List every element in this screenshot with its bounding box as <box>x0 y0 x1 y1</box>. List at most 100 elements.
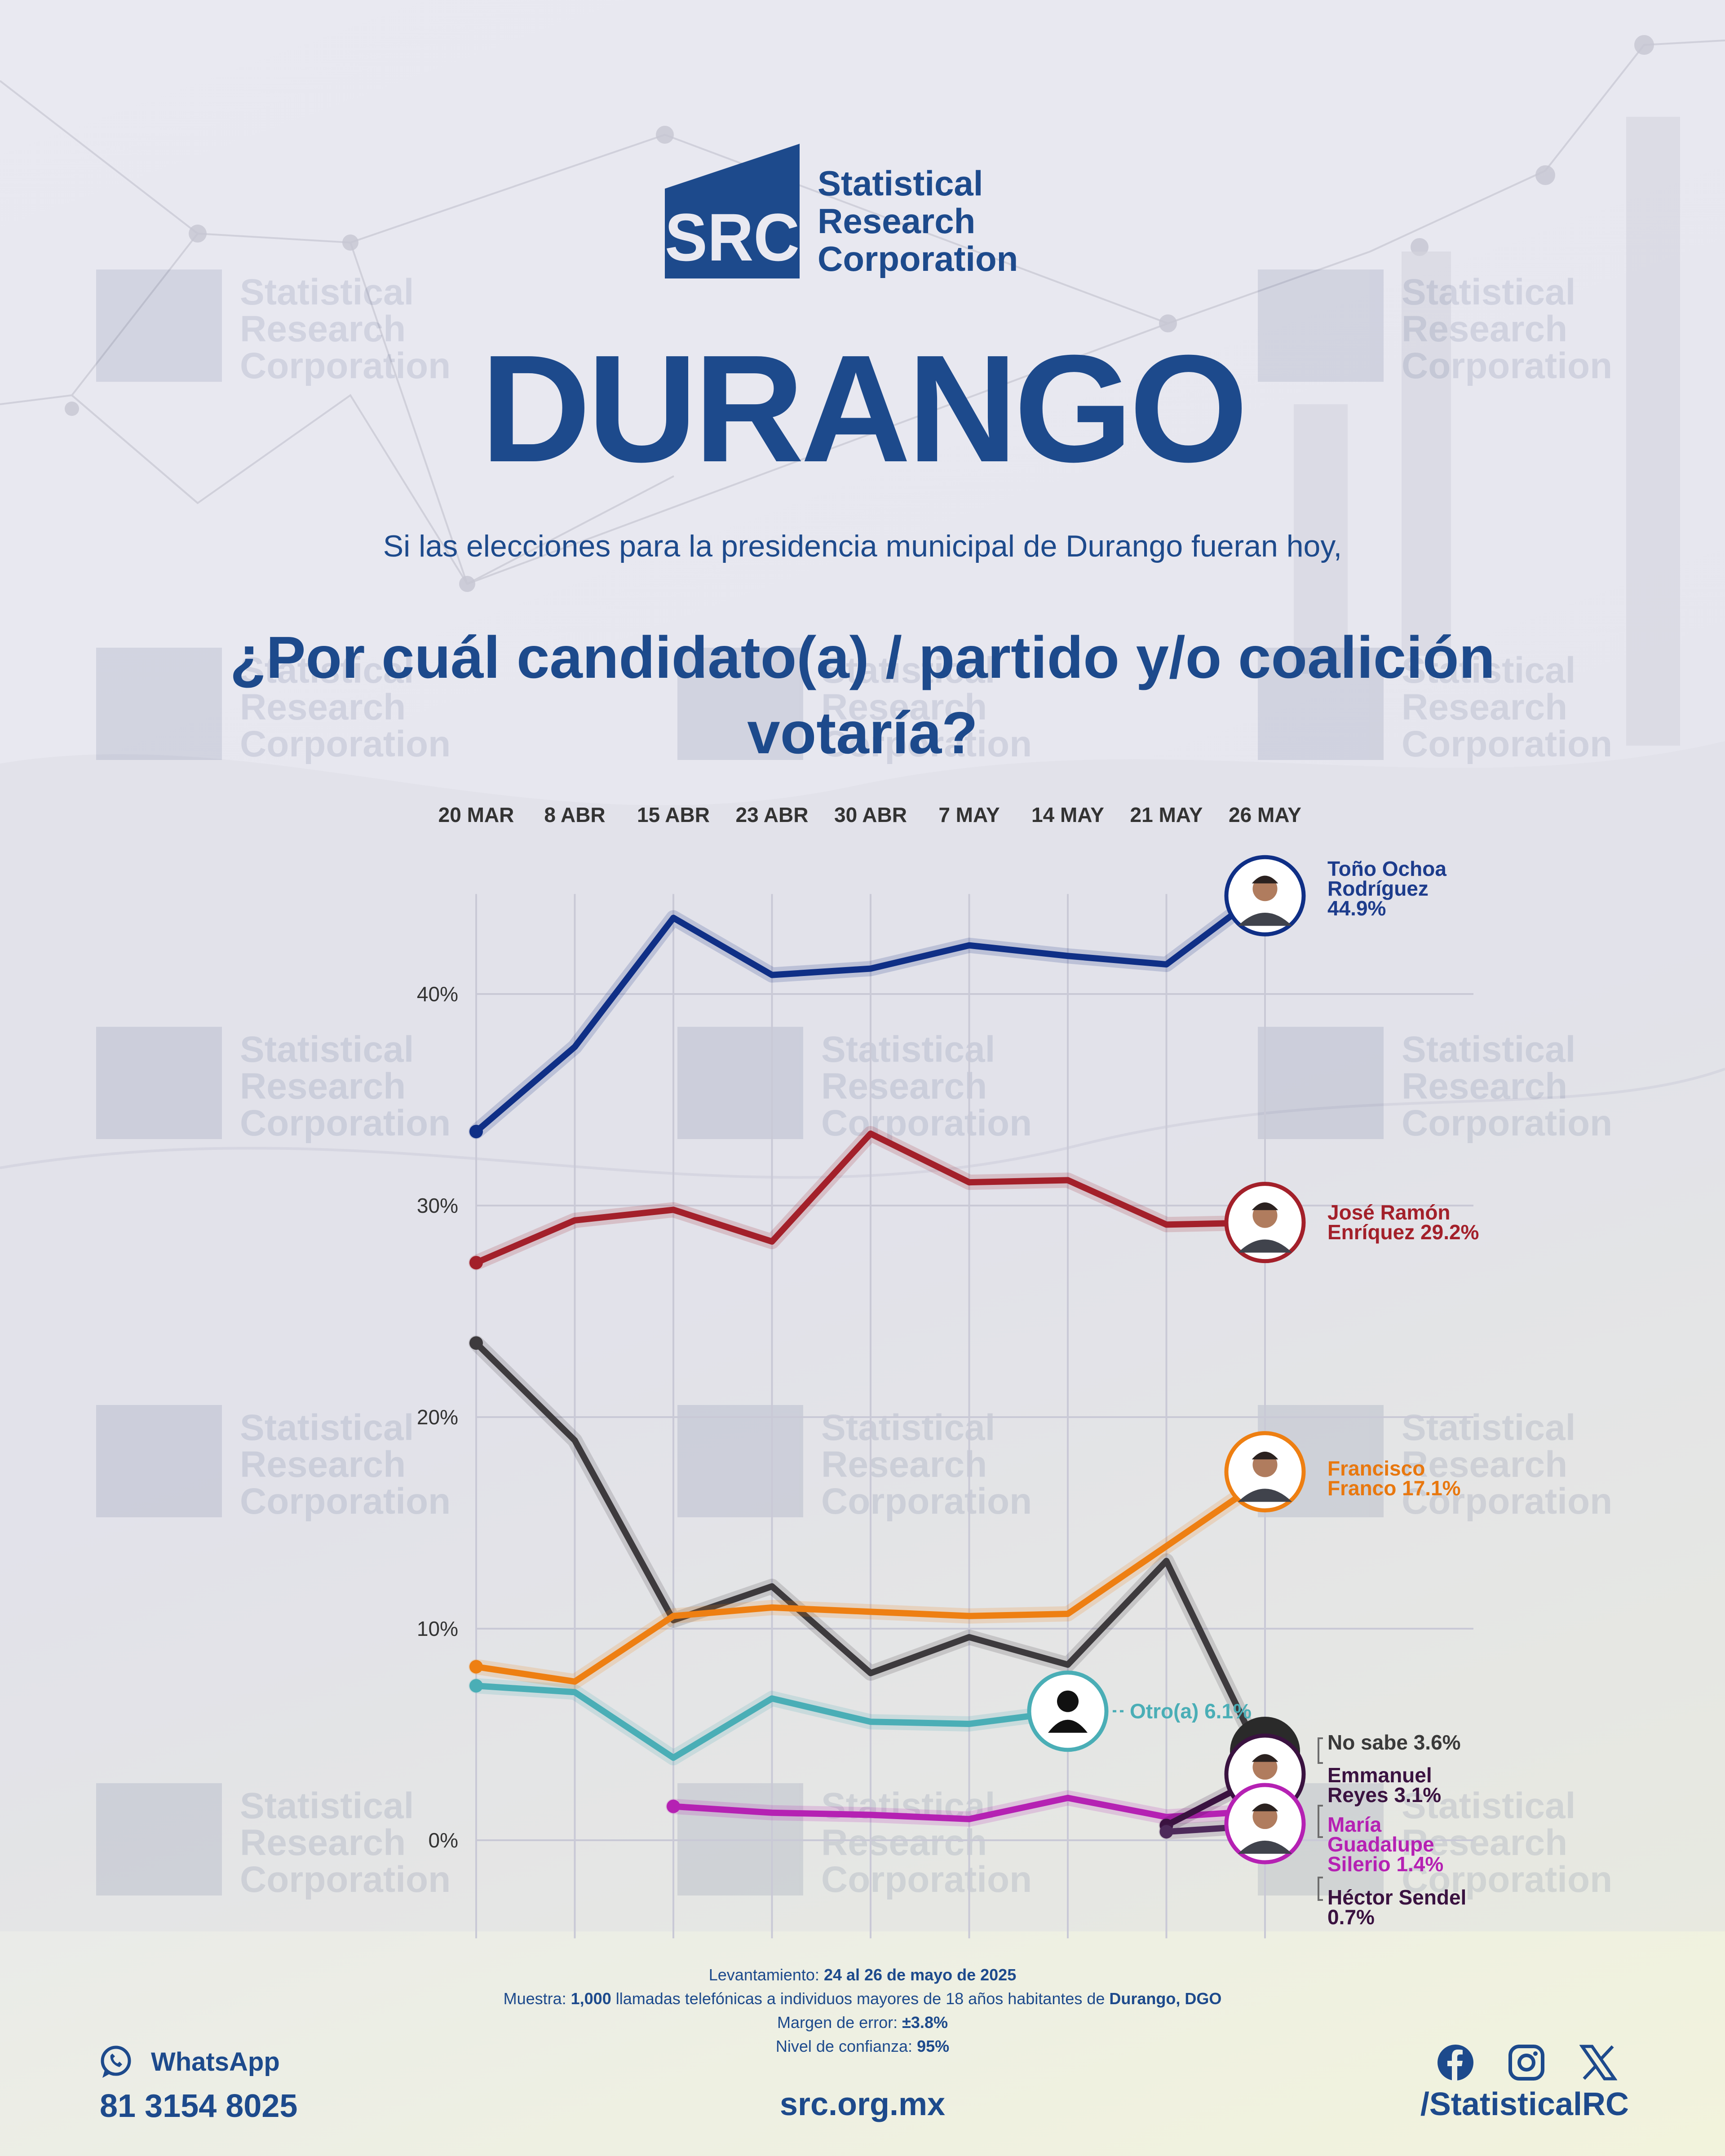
series-line <box>473 1340 1268 1767</box>
avatar-hair <box>1252 1202 1278 1211</box>
series-end-label: 0.7% <box>1327 1905 1375 1929</box>
series-line <box>473 887 1268 1135</box>
series-end-label: Guadalupe <box>1327 1833 1434 1856</box>
watermark-logo-icon <box>96 270 222 382</box>
watermark-tile: Statistical Research Corporation <box>96 634 464 769</box>
avatar-hair <box>1252 875 1278 884</box>
watermark-text: Statistical Research Corporation <box>1402 272 1613 386</box>
brand-name: Statistical Research Corporation <box>818 163 1018 278</box>
methodology-notes: Levantamiento: 24 al 26 de mayo de 2025 … <box>0 1963 1725 2058</box>
watermark-logo-icon <box>96 1027 222 1139</box>
website-link[interactable]: src.org.mx <box>779 2086 946 2122</box>
series-start-point <box>469 1660 483 1674</box>
watermark-text: Statistical Research Corporation <box>1402 1785 1613 1900</box>
candidate-avatar-icon <box>1224 1783 1306 1864</box>
watermark-tile: Statistical Research Corporation <box>1258 1770 1626 1904</box>
series-start-point <box>667 1799 680 1813</box>
x-tick-label: 14 MAY <box>1031 803 1104 826</box>
logo-mark-text: SRC <box>665 199 800 275</box>
series-line <box>670 1794 1268 1822</box>
person-icon <box>1027 1670 1109 1752</box>
series-start-point <box>1159 1825 1173 1839</box>
avatar-shoulders <box>1238 1239 1292 1253</box>
whatsapp-icon <box>101 2046 131 2078</box>
avatar-hair <box>1252 1451 1278 1460</box>
watermark-logo-icon <box>677 1027 803 1139</box>
series-start-point <box>469 1125 483 1139</box>
y-tick-label: 30% <box>417 1194 458 1217</box>
watermark-logo-icon <box>1258 270 1384 382</box>
x-icon[interactable] <box>1579 2044 1617 2081</box>
field-dates: Levantamiento: 24 al 26 de mayo de 2025 <box>708 1966 1017 1984</box>
series-line <box>473 1683 1071 1761</box>
label-bracket <box>1318 1737 1323 1764</box>
series-end-label: Emmanuel <box>1327 1763 1432 1787</box>
series-start-point <box>469 1256 483 1270</box>
watermark-tile: Statistical Research Corporation <box>96 1392 464 1526</box>
candidate-avatar-icon <box>1224 1182 1306 1264</box>
series-end-label: Enríquez 29.2% <box>1327 1220 1479 1244</box>
social-handle[interactable]: /StatisticalRC <box>1420 2086 1629 2122</box>
watermark-logo-icon <box>677 648 803 760</box>
x-tick-label: 30 ABR <box>834 803 907 826</box>
x-tick-label: 20 MAR <box>438 803 514 826</box>
series-end-label: Silerio 1.4% <box>1327 1852 1443 1876</box>
series-end-label: Reyes 3.1% <box>1327 1783 1441 1807</box>
series-end-label: José Ramón <box>1327 1201 1451 1224</box>
watermark-logo-icon <box>677 1405 803 1517</box>
series-start-point <box>469 1679 483 1693</box>
series-line <box>473 1475 1268 1685</box>
series-end-label: Rodríguez <box>1327 877 1429 900</box>
src-logo-icon: SRC <box>665 144 800 278</box>
series-end-label: Otro(a) 6.1% <box>1130 1700 1252 1723</box>
series-end-label: Toño Ochoa <box>1327 857 1446 880</box>
watermark-logo-icon <box>96 648 222 760</box>
watermark-tile: Statistical Research Corporation <box>677 1392 1046 1526</box>
x-tick-label: 21 MAY <box>1130 803 1203 826</box>
watermark-tile: Statistical Research Corporation <box>677 634 1046 769</box>
watermark-text: Statistical Research Corporation <box>821 1785 1032 1900</box>
state-title: DURANGO <box>480 323 1248 494</box>
series-end-label: María <box>1327 1813 1382 1836</box>
candidate-avatar-icon <box>1224 1431 1306 1513</box>
whatsapp-label: WhatsApp <box>151 2047 280 2076</box>
x-tick-label: 15 ABR <box>637 803 710 826</box>
watermark-text: Statistical Research Corporation <box>240 650 451 764</box>
question-title: ¿Por cuál candidato(a) / partido y/o coa… <box>230 624 1495 766</box>
series-end-label: Héctor Sendel <box>1327 1886 1466 1909</box>
x-tick-label: 26 MAY <box>1229 803 1301 826</box>
phone-number[interactable]: 81 3154 8025 <box>100 2088 298 2124</box>
series-end-label: 44.9% <box>1327 897 1386 920</box>
watermark-tile: Statistical Research Corporation <box>96 1013 464 1148</box>
person-head <box>1057 1690 1079 1712</box>
x-tick-label: 7 MAY <box>938 803 1000 826</box>
watermark-tile: Statistical Research Corporation <box>1258 634 1626 769</box>
watermark-tile: Statistical Research Corporation <box>96 256 464 391</box>
person-body <box>1048 1719 1088 1733</box>
y-tick-label: 0% <box>429 1829 458 1852</box>
watermark-logo-icon <box>1258 648 1384 760</box>
instagram-icon[interactable] <box>1508 2044 1545 2081</box>
watermark-text: Statistical Research Corporation <box>1402 1029 1613 1144</box>
avatar-shoulders <box>1238 1489 1292 1502</box>
series-end-label: No sabe 3.6% <box>1327 1731 1461 1754</box>
watermark-text: Statistical Research Corporation <box>1402 650 1613 764</box>
series-line <box>473 1130 1268 1266</box>
series-end-label: Francisco <box>1327 1457 1425 1480</box>
error-margin: Margen de error: ±3.8% <box>777 2013 948 2032</box>
facebook-icon[interactable] <box>1437 2044 1474 2081</box>
label-bracket <box>1318 1877 1323 1901</box>
x-tick-label: 23 ABR <box>736 803 809 826</box>
watermark-tile: Statistical Research Corporation <box>677 1013 1046 1148</box>
candidate-avatar-icon <box>1224 855 1306 937</box>
avatar-hair <box>1252 1754 1278 1762</box>
watermark-text: Statistical Research Corporation <box>1402 1407 1613 1522</box>
watermark-text: Statistical Research Corporation <box>240 1785 451 1900</box>
watermark-tile: Statistical Research Corporation <box>1258 256 1626 391</box>
watermark-logo-icon <box>96 1405 222 1517</box>
y-tick-label: 40% <box>417 982 458 1006</box>
avatar-shoulders <box>1238 913 1292 926</box>
intro-text: Si las elecciones para la presidencia mu… <box>383 529 1342 563</box>
